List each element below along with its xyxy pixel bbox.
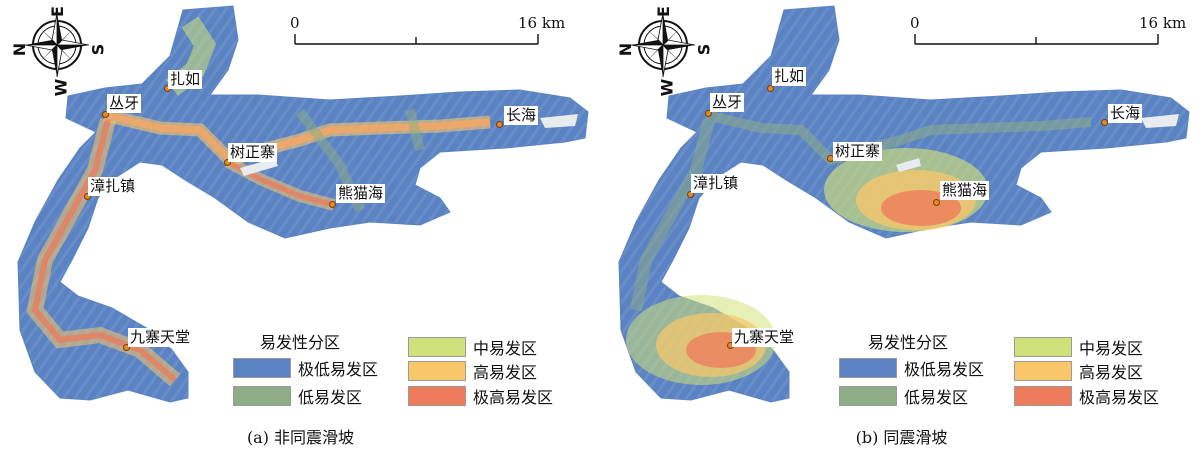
place-marker (496, 121, 503, 128)
compass-south-label: S (88, 43, 108, 56)
legend-item-high: 高易发区 (408, 359, 537, 383)
scale-start-label: 0 (290, 14, 300, 32)
place-marker (329, 201, 336, 208)
place-label-zhangzhazhen: 漳扎镇 (691, 174, 741, 193)
place-label-congya: 丛牙 (107, 94, 142, 113)
legend-item-low: 低易发区 (233, 384, 362, 408)
place-marker (687, 191, 694, 198)
legend-swatch (839, 358, 897, 378)
legend-swatch (233, 358, 291, 378)
scale-start-label: 0 (910, 14, 920, 32)
legend-item-moderate: 中易发区 (1014, 335, 1143, 359)
legend-title: 易发性分区 (260, 333, 341, 352)
compass-rose-icon (24, 12, 90, 78)
place-label-zharu: 扎如 (168, 70, 203, 89)
place-label-jiuzhaitiantang: 九寨天堂 (128, 328, 193, 347)
legend-swatch (408, 337, 466, 357)
place-label-changhai: 长海 (504, 106, 539, 125)
place-marker (102, 111, 109, 118)
lake-shuzheng (896, 158, 921, 172)
place-label-changhai: 长海 (1108, 104, 1143, 123)
place-label-zhangzhazhen: 漳扎镇 (88, 177, 138, 196)
legend-swatch (1014, 337, 1072, 357)
scale-bar (914, 34, 1159, 45)
lake-changhai (1141, 114, 1179, 128)
panel-caption: (a) 非同震滑坡 (246, 428, 355, 447)
place-label-shuzhengzhai: 树正寨 (228, 143, 278, 162)
legend-swatch (408, 386, 466, 406)
susceptibility-map (17, 5, 589, 403)
legend-item-low: 低易发区 (839, 384, 968, 408)
panel-caption: (b) 同震滑坡 (855, 428, 948, 447)
place-marker (224, 159, 231, 166)
scale-bar (294, 34, 539, 45)
place-marker (1101, 119, 1108, 126)
scale-end-label: 16 km (518, 14, 566, 32)
low-zone-west (630, 118, 715, 312)
legend-swatch (1014, 361, 1072, 381)
legend-item-high: 高易发区 (1014, 359, 1143, 383)
place-marker (933, 199, 940, 206)
scale-end-label: 16 km (1139, 14, 1187, 32)
place-label-jiuzhaitiantang: 九寨天堂 (732, 328, 797, 347)
compass-south-label: S (694, 43, 714, 56)
map-panel-coseismic: N E S W 0 16 km 扎如 丛牙 长海 树正寨 漳扎镇 熊猫海 九寨天… (601, 0, 1202, 451)
map-panel-non-coseismic: N E S W 0 16 km 扎如 丛牙 长海 树正寨 漳扎镇 熊猫海 九寨天… (10, 5, 589, 447)
place-label-zharu: 扎如 (772, 67, 807, 86)
compass-west-label: W (51, 78, 71, 97)
compass-rose-icon (630, 12, 696, 78)
compass-east-label: E (653, 6, 673, 17)
study-area (17, 5, 589, 403)
place-label-xiongmaohai: 熊猫海 (336, 184, 386, 203)
place-label-xiongmaohai: 熊猫海 (940, 181, 990, 200)
place-marker (705, 110, 712, 117)
place-label-shuzhengzhai: 树正寨 (833, 142, 883, 161)
legend-item-very-high: 极高易发区 (1014, 384, 1159, 408)
compass-west-label: W (657, 78, 677, 97)
legend-swatch (1014, 386, 1072, 406)
legend-title: 易发性分区 (868, 333, 949, 352)
place-marker (123, 344, 130, 351)
susceptibility-map (618, 5, 1190, 403)
legend-item-moderate: 中易发区 (408, 335, 537, 359)
legend-swatch (839, 386, 897, 406)
place-label-congya: 丛牙 (710, 93, 745, 112)
compass-north-label: N (10, 42, 30, 57)
legend-swatch (408, 361, 466, 381)
place-marker (767, 85, 774, 92)
legend-item-very-high: 极高易发区 (408, 384, 553, 408)
compass-east-label: E (47, 6, 67, 17)
compass-north-label: N (616, 42, 636, 57)
legend-item-very-low: 极低易发区 (839, 356, 984, 380)
lake-changhai (540, 114, 578, 128)
lake-shuzheng (240, 158, 278, 176)
legend-swatch (233, 386, 291, 406)
place-marker (84, 193, 91, 200)
legend-item-very-low: 极低易发区 (233, 356, 378, 380)
